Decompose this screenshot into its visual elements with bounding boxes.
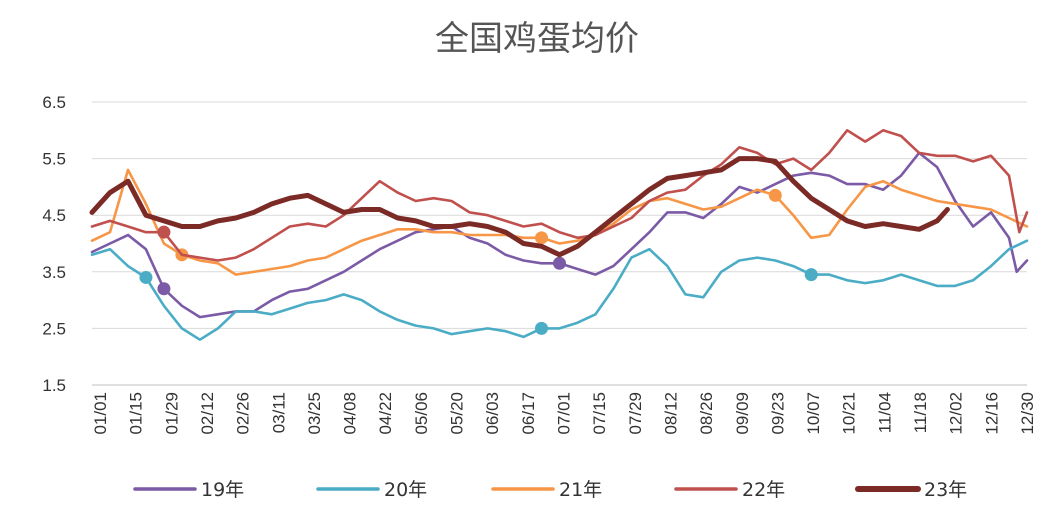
y-tick-label: 5.5 (42, 150, 66, 169)
series-line-22年 (90, 129, 1029, 262)
series-marker (535, 231, 549, 245)
y-tick-label: 4.5 (42, 206, 66, 225)
x-tick-label: 09/23 (768, 392, 787, 435)
x-tick-label: 10/07 (804, 392, 823, 435)
x-tick-label: 12/30 (1018, 392, 1037, 435)
x-tick-label: 05/20 (448, 392, 467, 435)
series-marker (139, 270, 153, 284)
x-tick-label: 06/03 (483, 392, 502, 435)
x-tick-label: 09/09 (733, 392, 752, 435)
series-line-20年 (90, 239, 1029, 342)
x-tick-label: 01/29 (162, 392, 181, 435)
x-tick-label: 07/29 (626, 392, 645, 435)
x-tick-label: 12/16 (982, 392, 1001, 435)
series-lines (89, 129, 1029, 342)
x-tick-label: 05/06 (412, 392, 431, 435)
x-tick-label: 08/26 (697, 392, 716, 435)
legend-label: 21年 (559, 479, 602, 501)
series-marker (157, 225, 171, 239)
x-tick-label: 08/12 (661, 392, 680, 435)
series-line-23年 (89, 156, 950, 258)
series-marker (157, 282, 171, 296)
x-tick-label: 11/04 (875, 392, 894, 433)
x-tick-label: 03/25 (305, 392, 324, 435)
y-axis-tick-labels: 1.5 2.5 3.5 4.5 5.5 6.5 (42, 93, 66, 395)
x-tick-label: 03/11 (269, 392, 288, 433)
chart-title: 全国鸡蛋均价 (435, 19, 639, 59)
x-axis-tick-labels: 01/01 01/15 01/29 02/12 02/26 03/11 03/25 04/08… (91, 392, 1037, 435)
series-line-21年 (90, 168, 1029, 276)
x-tick-label: 11/18 (911, 392, 930, 433)
x-tick-label: 04/22 (376, 392, 395, 435)
x-tick-label: 01/15 (127, 392, 146, 435)
x-tick-label: 07/15 (590, 392, 609, 435)
series-marker (553, 256, 566, 270)
x-tick-label: 02/26 (234, 392, 253, 435)
y-tick-label: 2.5 (42, 319, 66, 338)
legend: 19年 20年 21年 22年 23年 (133, 479, 967, 501)
x-tick-label: 12/02 (947, 392, 966, 435)
legend-label: 22年 (742, 479, 785, 501)
y-tick-label: 3.5 (42, 263, 66, 282)
x-tick-label: 07/01 (555, 392, 574, 435)
x-tick-label: 04/08 (341, 392, 360, 435)
legend-label: 19年 (201, 479, 244, 501)
y-tick-label: 1.5 (42, 376, 66, 395)
x-tick-label: 02/12 (198, 392, 217, 435)
x-tick-label: 06/17 (519, 392, 538, 435)
x-tick-label: 01/01 (91, 392, 110, 435)
legend-label: 23年 (924, 479, 967, 501)
y-tick-label: 6.5 (42, 93, 66, 112)
series-marker (768, 188, 782, 202)
series-line-19年 (90, 151, 1029, 319)
legend-label: 20年 (384, 479, 427, 501)
series-marker (804, 268, 818, 282)
series-marker (535, 321, 549, 335)
x-tick-label: 10/21 (840, 392, 859, 435)
